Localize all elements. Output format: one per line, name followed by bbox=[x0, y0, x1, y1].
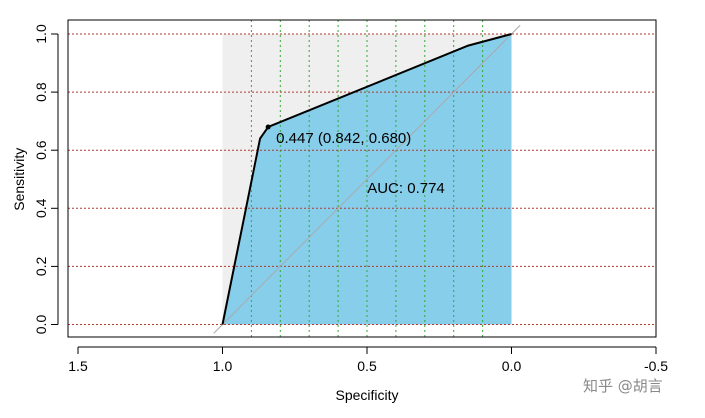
y-tick-label: 0.0 bbox=[33, 315, 49, 335]
axes-layer: 1.5 1.0 0.5 0.0 -0.5 0.0 0.2 0.4 0.6 0.8 1.0 bbox=[33, 24, 668, 374]
roc-curve-layer bbox=[213, 24, 521, 334]
y-tick-label: 0.4 bbox=[33, 198, 49, 218]
x-tick-label: -0.5 bbox=[644, 358, 668, 374]
best-threshold-label: 0.447 (0.842, 0.680) bbox=[276, 130, 411, 147]
x-tick-label: 1.0 bbox=[213, 358, 233, 374]
x-axis-title: Specificity bbox=[335, 387, 398, 403]
x-tick-label: 1.5 bbox=[68, 358, 88, 374]
x-tick-label: 0.0 bbox=[502, 358, 522, 374]
watermark: 知乎 @胡言 bbox=[583, 377, 663, 395]
y-tick-label: 0.2 bbox=[33, 256, 49, 276]
auc-label: AUC: 0.774 bbox=[367, 180, 445, 197]
x-tick-label: 0.5 bbox=[357, 358, 377, 374]
grid-layer bbox=[68, 20, 656, 337]
best-threshold-point bbox=[265, 124, 271, 130]
diagonal-reference-line bbox=[213, 24, 521, 334]
y-tick-label: 0.8 bbox=[33, 82, 49, 102]
plot-frame bbox=[67, 19, 657, 338]
y-tick-label: 1.0 bbox=[33, 24, 49, 44]
y-axis-title: Sensitivity bbox=[11, 148, 27, 211]
y-tick-label: 0.6 bbox=[33, 140, 49, 160]
